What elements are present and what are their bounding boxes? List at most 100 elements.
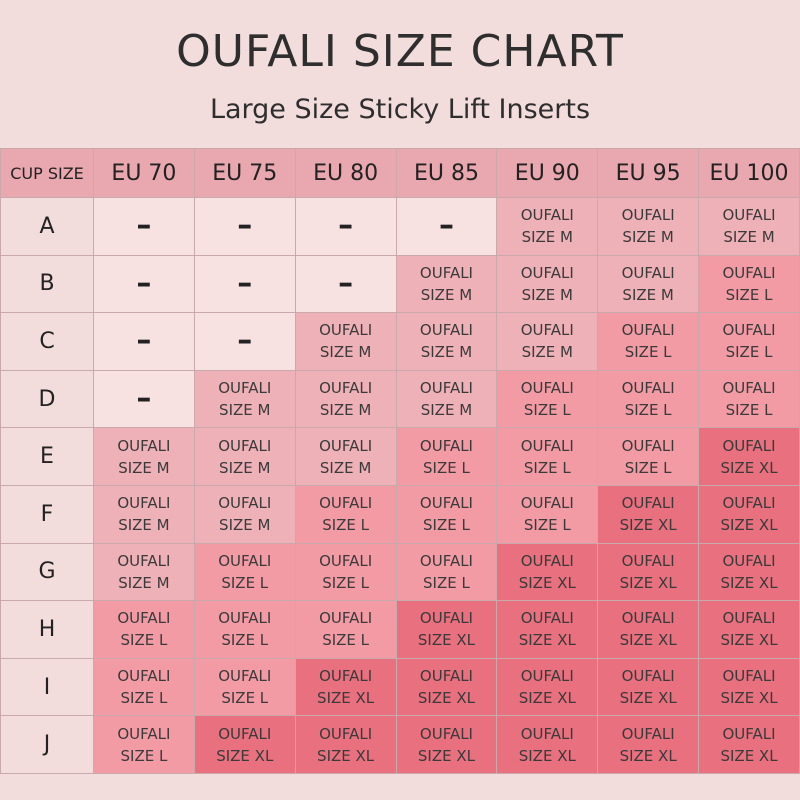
size-cell: OUFALI SIZE L bbox=[294, 484, 397, 544]
size-cell: OUFALI SIZE L bbox=[294, 542, 397, 602]
size-cell: OUFALI SIZE M bbox=[395, 312, 498, 371]
size-chart-table: CUP SIZE EU 70 EU 75 EU 80 EU 85 EU 90 E… bbox=[0, 148, 800, 774]
size-cell: OUFALI SIZE XL bbox=[395, 600, 498, 659]
size-cell: OUFALI SIZE L bbox=[93, 715, 195, 774]
size-cell: OUFALI SIZE M bbox=[496, 197, 599, 256]
page-subtitle: Large Size Sticky Lift Inserts bbox=[209, 94, 591, 125]
no-size-cell: – bbox=[193, 312, 296, 371]
size-cell: OUFALI SIZE L bbox=[597, 312, 700, 371]
size-cell: OUFALI SIZE M bbox=[294, 427, 397, 486]
size-cell: OUFALI SIZE L bbox=[496, 484, 599, 544]
size-cell: OUFALI SIZE L bbox=[93, 657, 195, 717]
size-cell: OUFALI SIZE XL bbox=[193, 715, 296, 774]
size-cell: OUFALI SIZE XL bbox=[698, 484, 800, 544]
cup-size-label: F bbox=[0, 484, 94, 544]
no-size-cell: – bbox=[193, 197, 296, 256]
cup-size-label: G bbox=[0, 542, 94, 602]
table-body: A – – – – OUFALI SIZE M OUFALI SIZE M OUFALI SIZE … bbox=[0, 197, 800, 774]
size-cell: OUFALI SIZE M bbox=[193, 427, 296, 486]
size-cell: OUFALI SIZE M bbox=[294, 369, 397, 429]
size-cell: OUFALI SIZE XL bbox=[496, 542, 599, 602]
table-row: G OUFALI SIZE M OUFALI SIZE L OUFALI SIZE L OUF… bbox=[0, 542, 800, 602]
size-cell: OUFALI SIZE XL bbox=[496, 600, 599, 659]
cup-size-label: J bbox=[0, 715, 94, 774]
table-row: B – – – OUFALI SIZE M OUFALI SIZE M OUFALI SIZE M… bbox=[0, 254, 800, 314]
table-row: I OUFALI SIZE L OUFALI SIZE L OUFALI SIZE XL OU… bbox=[0, 657, 800, 717]
size-cell: OUFALI SIZE XL bbox=[698, 715, 800, 774]
size-cell: OUFALI SIZE L bbox=[698, 254, 800, 314]
no-size-cell: – bbox=[294, 197, 397, 256]
column-header: EU 75 bbox=[193, 148, 296, 198]
size-cell: OUFALI SIZE M bbox=[496, 312, 599, 371]
size-cell: OUFALI SIZE L bbox=[597, 369, 700, 429]
cup-size-label: D bbox=[0, 369, 94, 429]
size-cell: OUFALI SIZE XL bbox=[496, 657, 599, 717]
size-cell: OUFALI SIZE M bbox=[93, 427, 195, 486]
size-cell: OUFALI SIZE L bbox=[496, 427, 599, 486]
size-cell: OUFALI SIZE M bbox=[93, 542, 195, 602]
no-size-cell: – bbox=[93, 254, 195, 314]
size-cell: OUFALI SIZE XL bbox=[597, 484, 700, 544]
cup-size-header: CUP SIZE bbox=[0, 148, 94, 198]
size-cell: OUFALI SIZE L bbox=[698, 369, 800, 429]
size-cell: OUFALI SIZE XL bbox=[698, 542, 800, 602]
table-row: A – – – – OUFALI SIZE M OUFALI SIZE M OUFALI SIZE … bbox=[0, 197, 800, 256]
column-header: EU 100 bbox=[698, 148, 800, 198]
size-cell: OUFALI SIZE L bbox=[395, 542, 498, 602]
column-header: EU 70 bbox=[93, 148, 195, 198]
size-cell: OUFALI SIZE L bbox=[597, 427, 700, 486]
size-cell: OUFALI SIZE M bbox=[395, 369, 498, 429]
page-title: OUFALI SIZE CHART bbox=[176, 26, 624, 77]
column-header: EU 90 bbox=[496, 148, 599, 198]
size-cell: OUFALI SIZE L bbox=[395, 427, 498, 486]
size-cell: OUFALI SIZE L bbox=[193, 600, 296, 659]
size-cell: OUFALI SIZE M bbox=[93, 484, 195, 544]
size-cell: OUFALI SIZE L bbox=[496, 369, 599, 429]
size-cell: OUFALI SIZE M bbox=[193, 369, 296, 429]
size-cell: OUFALI SIZE M bbox=[395, 254, 498, 314]
cup-size-label: B bbox=[0, 254, 94, 314]
cup-size-label: E bbox=[0, 427, 94, 486]
cup-size-label: C bbox=[0, 312, 94, 371]
size-cell: OUFALI SIZE L bbox=[93, 600, 195, 659]
column-header: EU 80 bbox=[294, 148, 397, 198]
size-cell: OUFALI SIZE XL bbox=[597, 657, 700, 717]
size-cell: OUFALI SIZE L bbox=[193, 657, 296, 717]
no-size-cell: – bbox=[294, 254, 397, 314]
size-cell: OUFALI SIZE XL bbox=[395, 657, 498, 717]
table-row: J OUFALI SIZE L OUFALI SIZE XL OUFALI SIZE XL O… bbox=[0, 715, 800, 774]
no-size-cell: – bbox=[93, 312, 195, 371]
size-cell: OUFALI SIZE XL bbox=[597, 715, 700, 774]
size-cell: OUFALI SIZE M bbox=[496, 254, 599, 314]
size-cell: OUFALI SIZE XL bbox=[294, 657, 397, 717]
size-cell: OUFALI SIZE XL bbox=[698, 427, 800, 486]
size-cell: OUFALI SIZE L bbox=[395, 484, 498, 544]
size-cell: OUFALI SIZE XL bbox=[496, 715, 599, 774]
no-size-cell: – bbox=[193, 254, 296, 314]
size-cell: OUFALI SIZE M bbox=[193, 484, 296, 544]
size-cell: OUFALI SIZE XL bbox=[294, 715, 397, 774]
size-cell: OUFALI SIZE XL bbox=[597, 600, 700, 659]
size-cell: OUFALI SIZE XL bbox=[395, 715, 498, 774]
table-row: H OUFALI SIZE L OUFALI SIZE L OUFALI SIZE L OUF… bbox=[0, 600, 800, 659]
size-cell: OUFALI SIZE XL bbox=[597, 542, 700, 602]
size-cell: OUFALI SIZE M bbox=[698, 197, 800, 256]
cup-size-label: H bbox=[0, 600, 94, 659]
size-cell: OUFALI SIZE M bbox=[597, 254, 700, 314]
size-cell: OUFALI SIZE M bbox=[597, 197, 700, 256]
size-cell: OUFALI SIZE L bbox=[193, 542, 296, 602]
size-cell: OUFALI SIZE M bbox=[294, 312, 397, 371]
size-cell: OUFALI SIZE XL bbox=[698, 657, 800, 717]
cup-size-label: A bbox=[0, 197, 94, 256]
table-row: D – OUFALI SIZE M OUFALI SIZE M OUFALI SIZE M OU… bbox=[0, 369, 800, 429]
size-cell: OUFALI SIZE XL bbox=[698, 600, 800, 659]
table-row: E OUFALI SIZE M OUFALI SIZE M OUFALI SIZE M OUF… bbox=[0, 427, 800, 486]
column-header: EU 95 bbox=[597, 148, 700, 198]
no-size-cell: – bbox=[395, 197, 498, 256]
size-cell: OUFALI SIZE L bbox=[294, 600, 397, 659]
table-row: F OUFALI SIZE M OUFALI SIZE M OUFALI SIZE L OUF… bbox=[0, 484, 800, 544]
no-size-cell: – bbox=[93, 369, 195, 429]
no-size-cell: – bbox=[93, 197, 195, 256]
cup-size-label: I bbox=[0, 657, 94, 717]
